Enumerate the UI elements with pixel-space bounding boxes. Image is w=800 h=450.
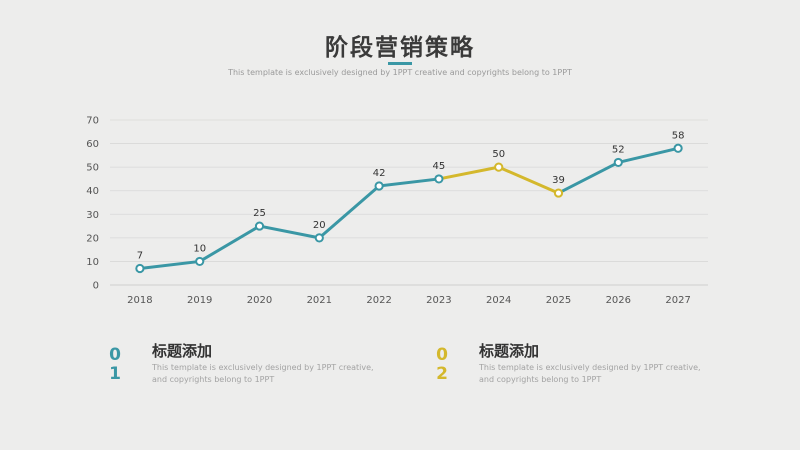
series-line-segment [138, 259, 202, 270]
title-underline [388, 62, 412, 65]
series-line-segment [557, 160, 620, 195]
x-tick-label: 2022 [366, 295, 391, 306]
block-description: This template is exclusively designed by… [152, 362, 392, 386]
block-number-bottom: 2 [436, 364, 448, 384]
x-tick-label: 2023 [426, 295, 451, 306]
series-line-segment [497, 165, 560, 195]
x-tick-label: 2021 [307, 295, 332, 306]
block-heading: 标题添加 [152, 342, 213, 360]
page-subtitle: This template is exclusively designed by… [228, 68, 572, 77]
data-point [374, 181, 384, 191]
y-tick-label: 30 [86, 210, 99, 221]
x-tick-label: 2018 [127, 295, 152, 306]
data-point [673, 143, 683, 153]
data-label: 39 [552, 175, 565, 186]
data-label: 52 [612, 144, 625, 155]
series-line-segment [616, 146, 680, 164]
data-point [613, 157, 623, 168]
data-point [434, 174, 444, 184]
data-label: 20 [313, 220, 326, 231]
series-line-segment [377, 177, 441, 188]
data-label: 45 [433, 161, 446, 172]
block-description: This template is exclusively designed by… [479, 362, 719, 386]
series-line-segment [437, 165, 501, 181]
data-point [195, 256, 205, 267]
block-number-bottom: 1 [109, 364, 121, 384]
series-line-segment [198, 224, 261, 263]
y-tick-label: 0 [93, 281, 99, 292]
data-label: 50 [492, 149, 505, 160]
block-description-line: and copyrights belong to 1PPT [152, 375, 275, 384]
series-line-segment [258, 224, 321, 240]
y-tick-label: 70 [86, 116, 99, 127]
block-number-1: 0 1 [100, 346, 130, 384]
x-tick-label: 2025 [546, 295, 571, 306]
y-tick-label: 60 [86, 139, 99, 150]
block-number-top: 0 [109, 345, 121, 365]
data-label: 7 [137, 251, 143, 262]
x-tick-label: 2020 [247, 295, 272, 306]
block-heading: 标题添加 [479, 342, 540, 360]
data-label: 10 [193, 243, 206, 254]
y-tick-label: 10 [86, 257, 99, 268]
block-description-line: and copyrights belong to 1PPT [479, 375, 602, 384]
x-tick-label: 2026 [606, 295, 631, 306]
series-line-segment [317, 184, 381, 240]
data-label: 25 [253, 208, 266, 219]
y-tick-label: 20 [86, 233, 99, 244]
page-title: 阶段营销策略 [325, 35, 475, 61]
x-tick-label: 2024 [486, 295, 511, 306]
y-tick-label: 40 [86, 186, 99, 197]
data-label: 42 [373, 168, 386, 179]
data-point [254, 221, 265, 231]
data-point [314, 233, 324, 243]
block-description-line: This template is exclusively designed by… [152, 363, 374, 372]
data-point [135, 263, 145, 274]
block-description-line: This template is exclusively designed by… [479, 363, 701, 372]
info-block-2: 0 2 标题添加 This template is exclusively de… [427, 340, 727, 400]
block-number-2: 0 2 [427, 346, 457, 384]
block-number-top: 0 [436, 345, 448, 365]
info-block-1: 0 1 标题添加 This template is exclusively de… [100, 340, 400, 400]
data-point [494, 162, 504, 172]
line-chart: 0 10 20 30 40 50 60 70 2018 2019 2020 2021 2022 2023 2… [86, 116, 708, 306]
data-point [553, 188, 564, 198]
y-tick-label: 50 [86, 163, 99, 174]
x-tick-label: 2019 [187, 295, 212, 306]
x-tick-label: 2027 [665, 295, 690, 306]
data-label: 58 [672, 130, 685, 141]
